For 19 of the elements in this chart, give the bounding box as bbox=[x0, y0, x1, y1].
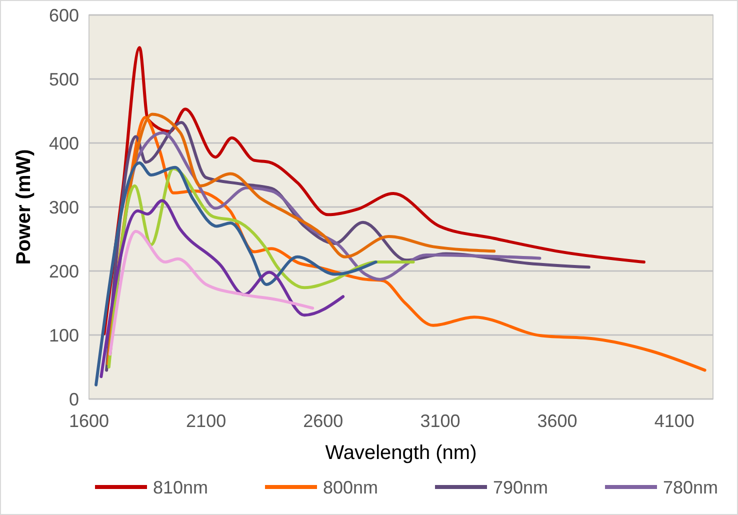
y-tick-label: 200 bbox=[48, 261, 79, 282]
legend-label: 810nm bbox=[153, 477, 208, 498]
x-tick-label: 4100 bbox=[654, 411, 694, 431]
x-tick-label: 2600 bbox=[303, 411, 344, 431]
y-tick-label: 600 bbox=[48, 5, 79, 26]
y-tick-label: 500 bbox=[48, 69, 79, 90]
x-tick-label: 3600 bbox=[537, 411, 578, 431]
legend-label: 780nm bbox=[663, 477, 718, 498]
legend-label: 790nm bbox=[493, 477, 548, 498]
y-tick-label: 400 bbox=[48, 133, 79, 154]
y-tick-label: 0 bbox=[68, 389, 79, 410]
x-tick-label: 3100 bbox=[420, 411, 460, 431]
y-tick-label: 300 bbox=[48, 197, 79, 218]
y-tick-label: 100 bbox=[48, 325, 79, 346]
legend-label: 800nm bbox=[323, 477, 378, 498]
y-axis-title: Power (mW) bbox=[13, 149, 35, 265]
x-tick-label: 2100 bbox=[186, 411, 226, 431]
x-axis-title: Wavelength (nm) bbox=[325, 442, 477, 464]
x-tick-label: 1600 bbox=[68, 411, 110, 431]
